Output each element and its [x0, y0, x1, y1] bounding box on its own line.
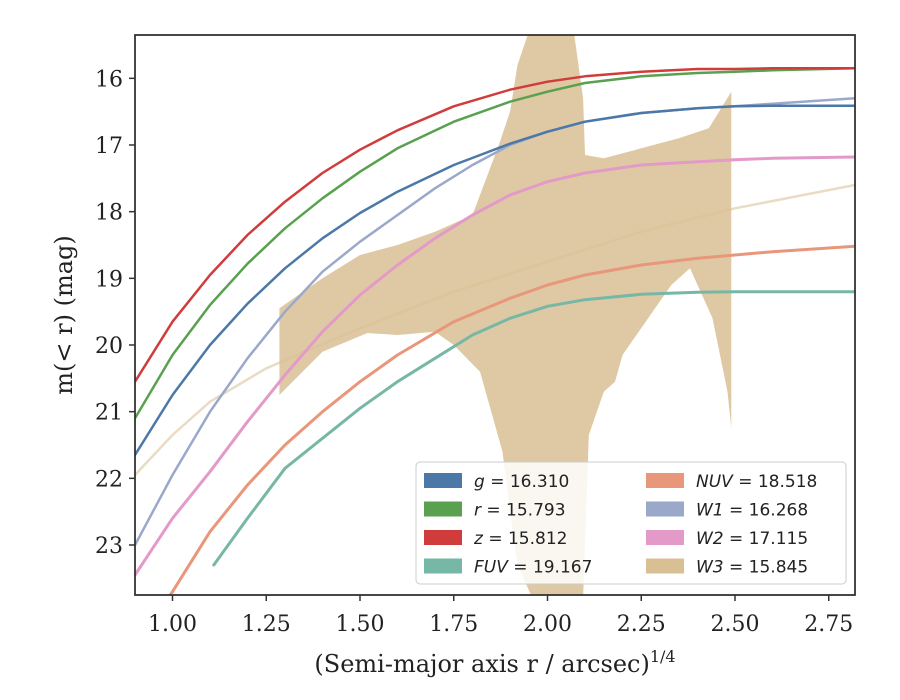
series-line-g — [135, 104, 855, 457]
plot-frame — [134, 34, 856, 596]
legend-box — [415, 461, 847, 585]
x-axis: 1.00 1.25 1.50 1.75 2.00 2.25 2.50 2.75 — [148, 595, 853, 637]
y-tick-label: 18 — [95, 201, 123, 226]
legend-swatch-w1 — [646, 501, 684, 517]
y-tick-label: 16 — [95, 67, 123, 92]
legend-swatch-fuv — [424, 558, 462, 574]
legend-label-fuv: FUV = 19.167 — [474, 558, 592, 578]
y-axis: 16 17 18 19 20 21 22 23 — [95, 67, 135, 559]
legend-label-w3: W3 = 15.845 — [696, 558, 808, 578]
legend-label-nuv: NUV = 18.518 — [696, 472, 817, 492]
series-line-w2 — [135, 155, 855, 577]
y-tick-label: 23 — [95, 534, 123, 559]
legend-swatch-g — [424, 473, 462, 488]
x-axis-label-exponent: 1/4 — [650, 647, 676, 666]
x-tick-label: 2.00 — [523, 612, 572, 637]
series-line-nuv — [168, 244, 855, 595]
legend: g = 16.310 r = 15.793 z = 15.812 FUV = 19.1… — [415, 461, 847, 585]
legend-label-g: g = 16.310 — [474, 472, 569, 492]
w3-uncertainty-band — [279, 35, 732, 595]
series-line-z — [135, 67, 855, 383]
x-tick-label: 1.50 — [336, 612, 385, 637]
x-axis-label: (Semi-major axis r / arcsec)1/4 — [314, 647, 675, 678]
series-line-r — [135, 67, 855, 420]
y-axis-label: m(< r) (mag) — [50, 235, 78, 394]
y-tick-label: 17 — [95, 134, 123, 159]
x-tick-label: 2.50 — [711, 612, 760, 637]
x-tick-label: 1.25 — [242, 612, 291, 637]
x-tick-label: 1.00 — [148, 612, 197, 637]
legend-label-w2: W2 = 17.115 — [696, 529, 808, 549]
y-tick-label: 20 — [95, 334, 123, 359]
plot-area — [135, 35, 855, 595]
legend-swatch-w2 — [646, 530, 684, 545]
y-tick-label: 22 — [95, 467, 123, 492]
series-line-fuv — [212, 290, 855, 567]
legend-label-r: r = 15.793 — [474, 501, 566, 521]
x-tick-label: 2.25 — [617, 612, 666, 637]
legend-label-z: z = 15.812 — [473, 529, 567, 549]
y-tick-label: 21 — [95, 401, 123, 426]
legend-swatch-w3 — [646, 558, 684, 574]
legend-swatch-nuv — [646, 473, 684, 488]
x-tick-label: 1.75 — [429, 612, 478, 637]
legend-label-w1: W1 = 16.268 — [696, 501, 808, 521]
series-line-w3 — [135, 183, 855, 477]
x-axis-label-text: (Semi-major axis r / arcsec) — [314, 650, 649, 678]
x-tick-label: 2.75 — [804, 612, 853, 637]
legend-swatch-r — [424, 501, 462, 517]
legend-swatch-z — [424, 530, 462, 545]
y-tick-label: 19 — [95, 267, 123, 292]
